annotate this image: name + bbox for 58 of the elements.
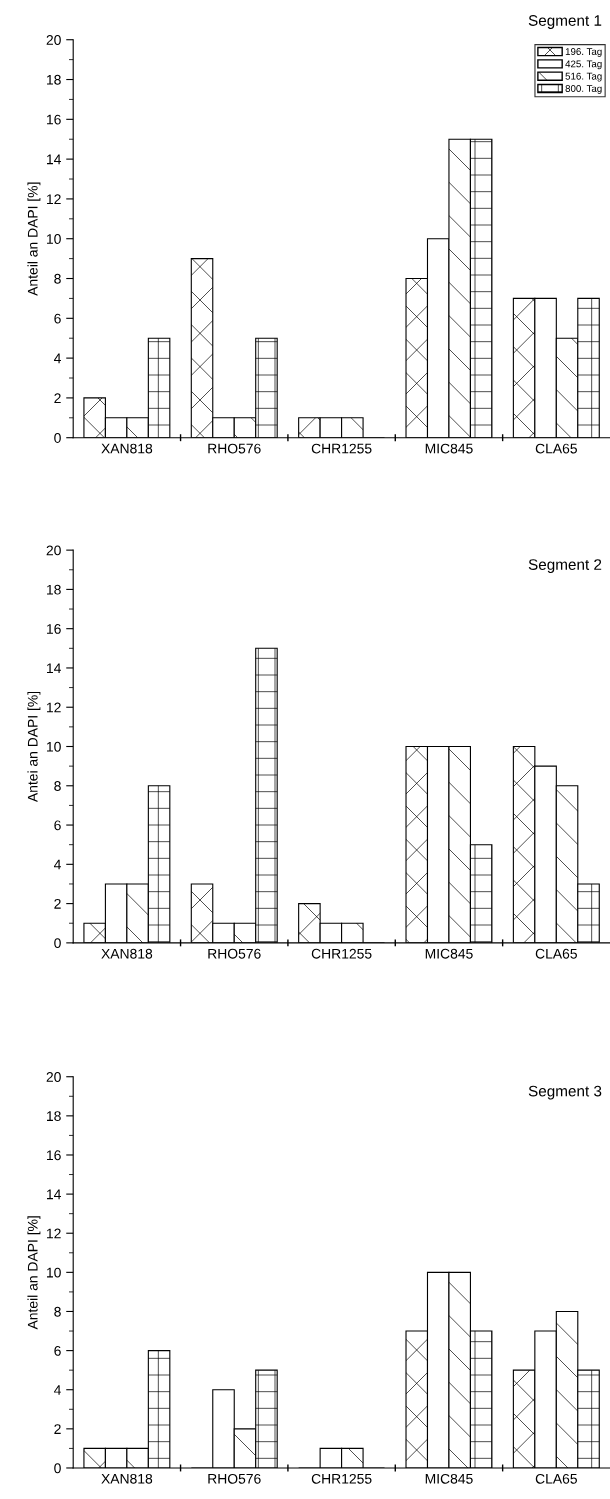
y-tick-label: 4	[53, 353, 61, 364]
y-tick-label: 20	[46, 545, 61, 556]
legend-label: 516. Tag	[565, 72, 602, 82]
y-tick-label: 2	[54, 393, 61, 403]
x-tick-label: CLA65	[535, 443, 577, 454]
y-axis-title: Anteil an DAPI [%]	[27, 182, 41, 296]
y-tick-label: 16	[47, 1150, 61, 1161]
y-tick-label: 14	[47, 1189, 61, 1200]
y-tick-label: 12	[47, 194, 61, 204]
y-tick-label: 18	[47, 1111, 61, 1122]
y-tick-label: 6	[54, 1345, 61, 1356]
y-tick-label: 20	[46, 35, 61, 45]
y-tick-label: 4	[53, 859, 61, 870]
y-tick-label: 0	[54, 433, 61, 443]
y-tick-label: 10	[47, 234, 61, 244]
y-tick-label: 4	[53, 1385, 61, 1395]
x-tick-label: XAN818	[101, 948, 153, 959]
x-tick-label: CLA65	[535, 948, 577, 959]
text: Segment 3	[528, 1085, 602, 1100]
y-tick-label: 12	[47, 702, 61, 713]
y-tick-label: 2	[54, 1424, 61, 1434]
chart-title: Segment 1	[528, 15, 602, 29]
legend-label: 196. Tag	[565, 48, 602, 57]
x-tick-label: CHR1255	[311, 443, 372, 454]
x-tick-label: XAN818	[101, 443, 153, 454]
x-tick-label: RHO576	[208, 1473, 261, 1484]
y-tick-label: 0	[54, 1463, 61, 1474]
legend-label: 425. Tag	[565, 60, 602, 70]
y-tick-label: 6	[54, 313, 61, 324]
y-axis-title: Anteil an DAPI [%]	[27, 1216, 41, 1330]
y-tick-label: 8	[54, 781, 61, 791]
x-tick-label: MIC845	[425, 443, 473, 454]
y-axis-title: Antei an DAPI [%]	[27, 691, 41, 803]
y-tick-label: 12	[47, 1228, 61, 1239]
y-tick-label: 0	[54, 938, 61, 949]
text: Segment 2	[528, 559, 602, 573]
y-tick-label: 8	[54, 1306, 61, 1317]
y-tick-label: 18	[47, 584, 61, 595]
x-tick-label: RHO576	[208, 948, 261, 959]
x-tick-label: RHO576	[208, 443, 261, 454]
y-tick-label: 18	[47, 74, 61, 85]
y-tick-label: 14	[47, 663, 61, 673]
x-tick-label: MIC845	[425, 948, 473, 959]
y-tick-label: 8	[54, 273, 61, 284]
legend-label: 800. Tag	[565, 85, 602, 94]
y-tick-label: 16	[47, 114, 61, 125]
x-tick-label: CLA65	[535, 1473, 577, 1484]
y-tick-label: 14	[47, 154, 61, 165]
y-tick-label: 6	[54, 820, 61, 831]
y-tick-label: 10	[47, 1267, 61, 1278]
y-tick-label: 2	[54, 898, 61, 909]
x-tick-label: MIC845	[425, 1473, 473, 1484]
x-tick-label: XAN818	[101, 1473, 153, 1484]
y-tick-label: 20	[46, 1072, 61, 1082]
y-tick-label: 16	[47, 624, 61, 634]
x-tick-label: CHR1255	[311, 948, 372, 959]
x-tick-label: CHR1255	[311, 1473, 372, 1484]
y-tick-label: 10	[47, 741, 61, 752]
